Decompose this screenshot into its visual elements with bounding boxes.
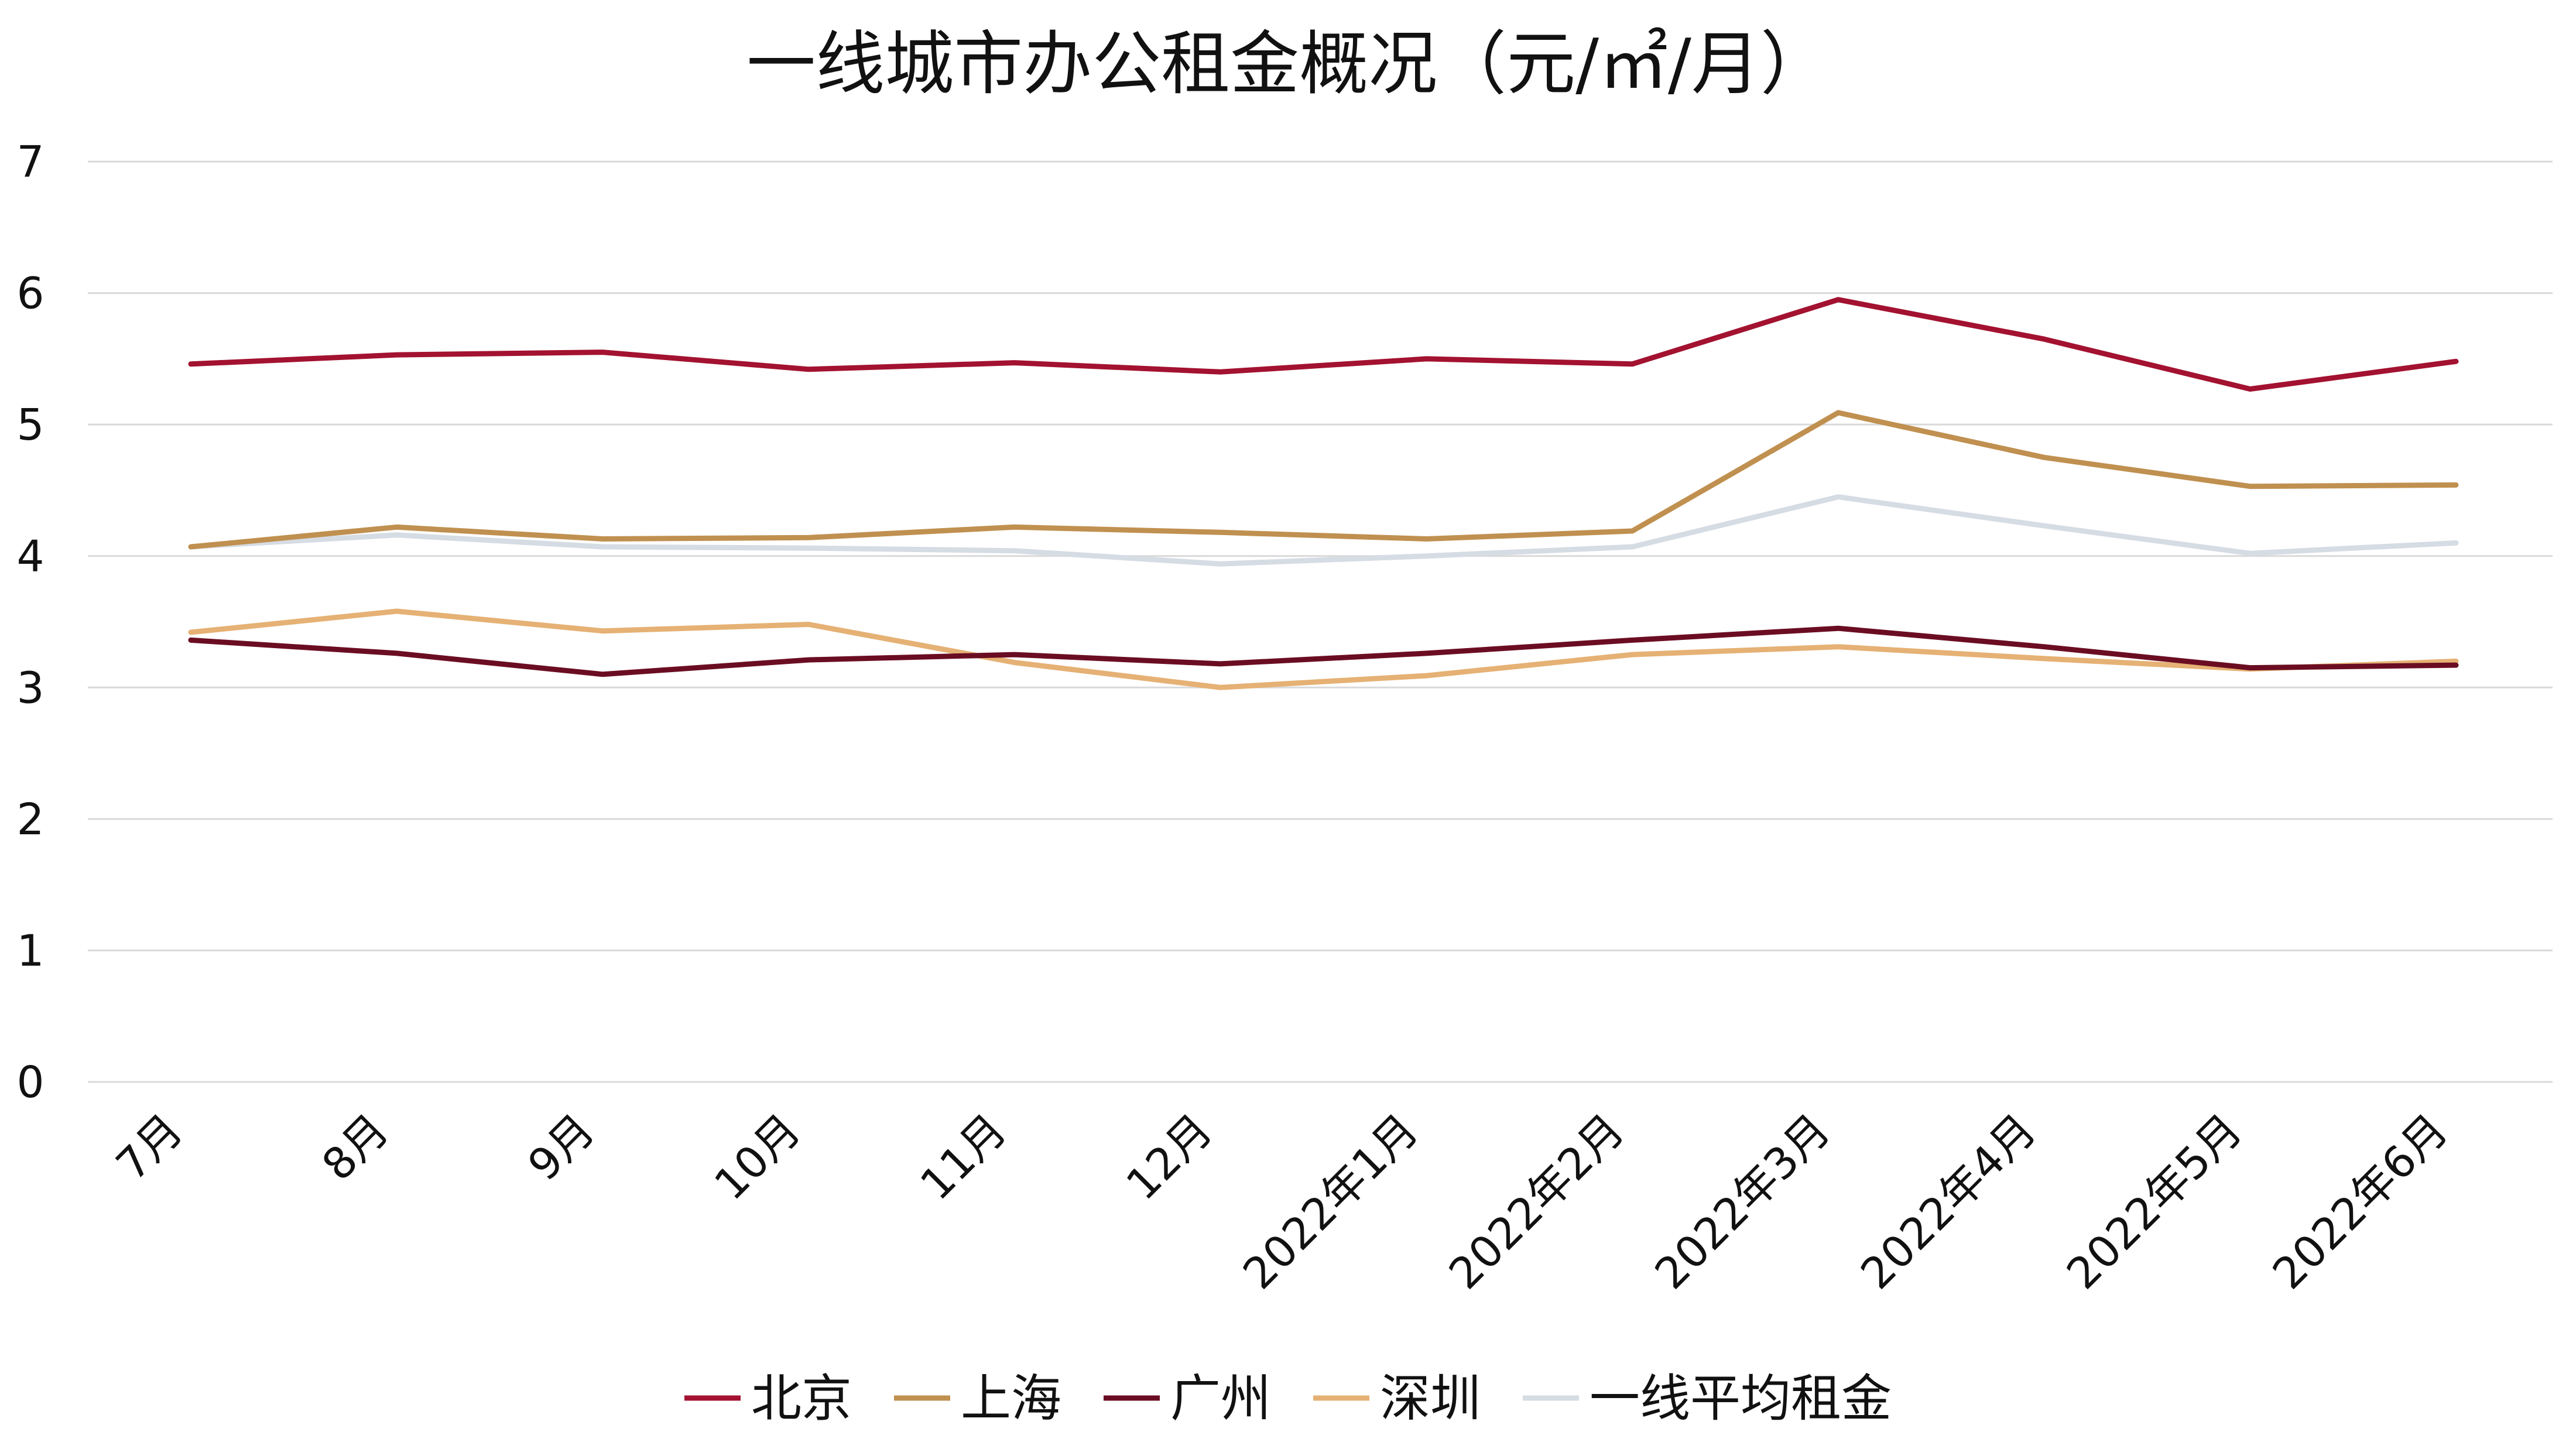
y-tick-label: 7 [16, 137, 44, 187]
y-tick-label: 3 [16, 663, 44, 713]
y-tick-label: 4 [16, 532, 44, 582]
series-line-0 [188, 494, 2459, 567]
x-tick-label: 7月 [107, 1105, 192, 1190]
x-axis-ticks: 7月 8月 9月 10月 11月 12月 2022年1月 2022年2月 2022年3月 2022… [107, 1105, 2457, 1299]
legend-label: 北京 [751, 1369, 852, 1428]
x-tick-label: 2022年3月 [1646, 1105, 1840, 1299]
series-line-3 [188, 410, 2459, 550]
x-tick-label: 2022年4月 [1851, 1105, 2046, 1299]
y-tick-label: 1 [16, 926, 44, 976]
x-tick-label: 2022年2月 [1440, 1105, 1634, 1299]
series-line-2 [188, 625, 2459, 677]
y-tick-label: 5 [16, 400, 44, 450]
series-line-1 [188, 608, 2459, 690]
y-tick-label: 0 [16, 1057, 44, 1108]
series-lines [188, 297, 2459, 690]
legend: 北京 上海 广州 深圳 一线平均租金 [684, 1369, 1892, 1428]
x-tick-label: 2022年1月 [1234, 1105, 1428, 1299]
x-tick-label: 11月 [911, 1105, 1016, 1210]
x-tick-label: 8月 [313, 1105, 398, 1190]
y-tick-label: 2 [16, 794, 44, 845]
legend-label: 广州 [1170, 1369, 1271, 1428]
x-tick-label: 10月 [705, 1105, 810, 1210]
x-tick-label: 9月 [519, 1105, 604, 1190]
legend-label: 上海 [961, 1369, 1061, 1428]
legend-label: 深圳 [1380, 1369, 1481, 1428]
chart-title: 一线城市办公租金概况（元/㎡/月） [746, 23, 1830, 104]
x-tick-label: 2022年5月 [2057, 1105, 2252, 1299]
gridlines [88, 160, 2553, 1083]
y-axis-ticks: 0 1 2 3 4 5 6 7 [16, 137, 44, 1108]
legend-label: 一线平均租金 [1590, 1369, 1892, 1428]
x-tick-label: 12月 [1117, 1105, 1222, 1210]
x-tick-label: 2022年6月 [2263, 1105, 2458, 1299]
y-tick-label: 6 [16, 269, 44, 319]
series-line-4 [188, 297, 2459, 392]
